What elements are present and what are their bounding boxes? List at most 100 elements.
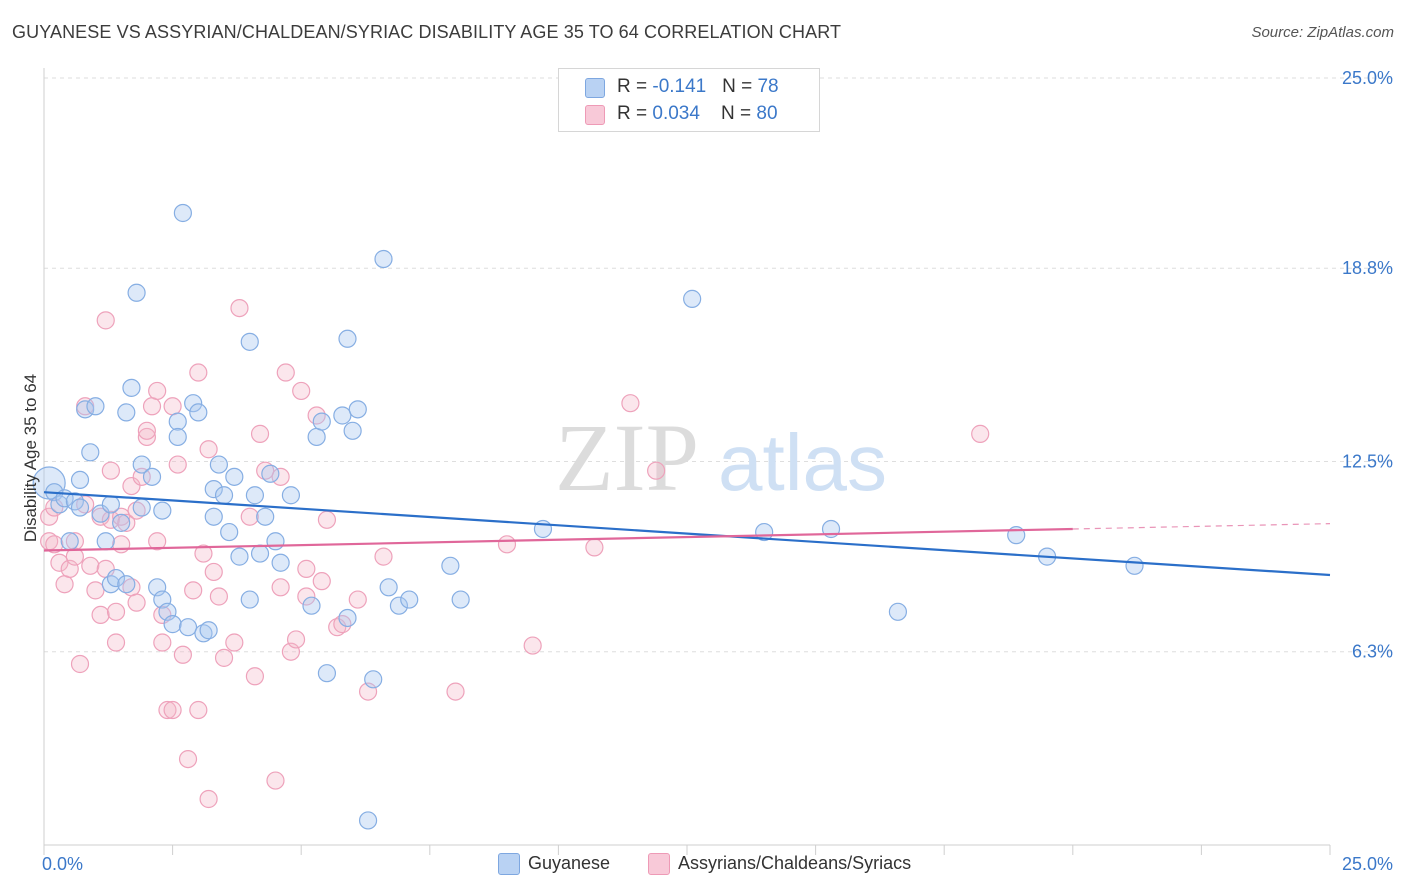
grid-lines bbox=[44, 77, 1392, 653]
data-point-guyanese bbox=[163, 615, 182, 634]
data-point-guyanese bbox=[101, 495, 120, 514]
bottom-legend-label-assyrian: Assyrians/Chaldeans/Syriacs bbox=[678, 853, 912, 873]
data-point-assyrian bbox=[230, 299, 249, 318]
data-point-assyrian bbox=[189, 700, 208, 720]
data-point-assyrian bbox=[497, 535, 517, 554]
source-label: Source: ZipAtlas.com bbox=[1251, 24, 1394, 41]
data-point-guyanese bbox=[70, 498, 90, 517]
data-point-guyanese bbox=[142, 467, 162, 486]
data-point-assyrian bbox=[122, 476, 141, 496]
trend-line-assyrian-extension bbox=[1072, 523, 1331, 530]
data-point-assyrian bbox=[81, 556, 100, 575]
data-point-guyanese bbox=[261, 464, 280, 483]
data-point-assyrian bbox=[148, 381, 167, 401]
data-point-assyrian bbox=[374, 547, 393, 566]
data-point-guyanese bbox=[240, 332, 259, 351]
data-point-guyanese bbox=[364, 670, 383, 689]
data-point-guyanese bbox=[199, 621, 218, 640]
data-point-guyanese bbox=[230, 547, 249, 566]
data-point-assyrian bbox=[189, 363, 208, 382]
data-point-assyrian bbox=[112, 535, 131, 554]
data-point-guyanese bbox=[96, 532, 115, 551]
data-point-guyanese bbox=[184, 394, 203, 413]
data-point-guyanese bbox=[76, 400, 95, 419]
series-guyanese-points bbox=[32, 203, 1144, 830]
data-point-guyanese bbox=[451, 590, 470, 609]
data-point-guyanese bbox=[374, 249, 393, 269]
data-point-assyrian bbox=[199, 440, 218, 459]
data-point-assyrian bbox=[317, 510, 337, 529]
data-point-assyrian bbox=[50, 553, 69, 572]
tick-labels: 6.3% 12.5% 18.8% 25.0% 0.0% 25.0% bbox=[42, 68, 1393, 874]
data-point-guyanese bbox=[338, 608, 357, 628]
data-point-guyanese bbox=[302, 596, 321, 615]
x-tick-label: 0.0% bbox=[42, 854, 83, 874]
data-point-assyrian bbox=[148, 532, 167, 551]
data-point-guyanese bbox=[271, 553, 290, 572]
data-point-assyrian bbox=[96, 311, 115, 330]
bottom-legend-swatch-guyanese bbox=[498, 853, 520, 875]
data-point-assyrian bbox=[585, 538, 604, 557]
x-tick-label: 25.0% bbox=[1342, 854, 1393, 874]
y-tick-label: 6.3% bbox=[1352, 642, 1393, 662]
trend-lines bbox=[43, 491, 1331, 577]
data-point-guyanese bbox=[389, 596, 409, 615]
data-point-guyanese bbox=[178, 618, 198, 637]
data-point-assyrian bbox=[70, 654, 90, 674]
data-point-assyrian bbox=[328, 618, 347, 637]
data-point-guyanese bbox=[225, 467, 244, 486]
data-point-guyanese bbox=[250, 544, 270, 563]
data-point-guyanese bbox=[117, 403, 136, 422]
data-point-assyrian bbox=[312, 572, 331, 591]
data-point-assyrian bbox=[266, 771, 285, 790]
data-point-assyrian bbox=[240, 507, 259, 526]
data-point-guyanese bbox=[81, 443, 100, 462]
data-point-guyanese bbox=[132, 498, 151, 517]
data-point-guyanese bbox=[338, 329, 357, 348]
data-point-assyrian bbox=[76, 495, 95, 514]
data-point-assyrian bbox=[168, 455, 187, 474]
legend-n-value: 80 bbox=[756, 103, 778, 124]
data-point-guyanese bbox=[173, 203, 192, 223]
data-point-guyanese bbox=[245, 486, 265, 505]
y-axis-label: Disability Age 35 to 64 bbox=[21, 374, 40, 542]
data-point-guyanese bbox=[240, 590, 259, 609]
legend-n-label: N = bbox=[721, 103, 757, 124]
data-point-assyrian bbox=[286, 630, 306, 649]
data-point-assyrian bbox=[153, 605, 172, 625]
data-point-guyanese bbox=[153, 501, 172, 520]
watermark-atlas: atlas bbox=[718, 418, 887, 507]
data-point-guyanese bbox=[888, 602, 908, 621]
data-point-guyanese bbox=[256, 507, 275, 526]
data-point-assyrian bbox=[163, 397, 182, 416]
data-point-assyrian bbox=[137, 421, 156, 440]
data-point-assyrian bbox=[178, 749, 198, 769]
data-point-guyanese bbox=[209, 455, 228, 474]
data-point-guyanese bbox=[189, 403, 208, 422]
axes bbox=[43, 68, 1331, 855]
data-point-assyrian bbox=[245, 667, 265, 686]
data-point-guyanese bbox=[683, 289, 702, 308]
data-point-assyrian bbox=[101, 510, 120, 529]
data-point-assyrian bbox=[647, 461, 666, 480]
data-point-assyrian bbox=[137, 427, 156, 447]
data-point-guyanese bbox=[86, 397, 105, 416]
legend-r-label: R = bbox=[617, 76, 653, 97]
data-point-guyanese bbox=[194, 624, 213, 643]
data-point-guyanese bbox=[281, 486, 301, 505]
data-point-assyrian bbox=[194, 544, 213, 563]
data-point-assyrian bbox=[256, 461, 275, 480]
data-point-assyrian bbox=[106, 633, 126, 652]
trend-line-guyanese bbox=[43, 491, 1331, 577]
legend-r-value: -0.141 bbox=[652, 76, 707, 97]
data-point-assyrian bbox=[91, 605, 110, 625]
data-point-guyanese bbox=[333, 406, 352, 425]
data-point-guyanese bbox=[168, 427, 187, 447]
data-point-guyanese bbox=[343, 421, 362, 440]
y-tick-label: 25.0% bbox=[1342, 68, 1393, 88]
data-point-assyrian bbox=[276, 363, 295, 382]
data-point-guyanese bbox=[204, 480, 223, 499]
data-point-assyrian bbox=[523, 636, 542, 655]
data-point-guyanese bbox=[379, 578, 398, 597]
data-point-guyanese bbox=[204, 507, 223, 526]
